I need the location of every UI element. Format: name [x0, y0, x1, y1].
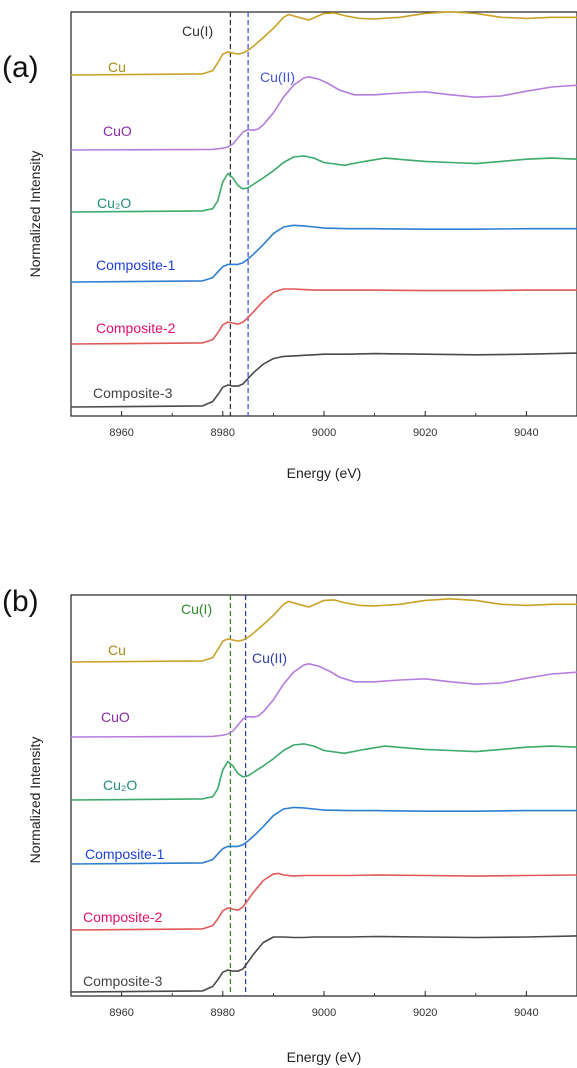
series-label: Composite-3	[83, 973, 163, 989]
series-line	[70, 872, 577, 931]
series-line	[70, 155, 577, 213]
reference-line-label: Cu(I)	[181, 601, 212, 617]
x-tick-label: 9040	[514, 1007, 538, 1019]
x-tick-label: 9020	[413, 1007, 437, 1019]
x-tick-label: 8960	[109, 427, 133, 439]
x-tick-label: 9000	[312, 1007, 336, 1019]
panel-b-plot-frame	[70, 594, 577, 997]
panel-a-plot-frame	[70, 11, 577, 417]
series-line	[70, 743, 577, 801]
reference-line-label: Cu(II)	[252, 650, 287, 666]
x-tick-label: 9040	[514, 427, 538, 439]
panel-a-y-axis-label: Normalized Intensity	[27, 151, 43, 278]
panel-b-x-axis-label: Energy (eV)	[287, 1049, 362, 1065]
series-line	[70, 224, 577, 283]
series-line	[70, 935, 577, 993]
series-label: Cu	[108, 59, 126, 75]
series-line	[70, 288, 577, 345]
x-tick-label: 8960	[109, 1007, 133, 1019]
panel-b-ticks: 8960 8980 9000 9020 9040	[70, 991, 577, 1019]
x-tick-label: 8980	[211, 1007, 235, 1019]
series-line	[70, 662, 577, 738]
panel-a-letter: (a)	[2, 51, 39, 84]
panel-a: (a) 8960 8980 9000 9020 9040 Cu(I)Cu(II) CuC…	[2, 11, 577, 481]
panel-b-letter: (b)	[2, 585, 39, 618]
panel-b-y-axis-label: Normalized Intensity	[27, 737, 43, 864]
series-label: Cu	[108, 642, 126, 658]
series-label: Composite-3	[93, 385, 173, 401]
x-tick-label: 8980	[211, 427, 235, 439]
series-label: Composite-2	[96, 320, 176, 336]
panel-b-reference-lines: Cu(I) Cu(II)	[181, 595, 287, 996]
x-tick-label: 9020	[413, 427, 437, 439]
series-label: Composite-2	[83, 909, 163, 925]
series-label: Cu₂O	[103, 777, 137, 793]
panel-a-x-axis-label: Energy (eV)	[287, 465, 362, 481]
panel-a-ticks: 8960 8980 9000 9020 9040	[70, 411, 577, 439]
x-tick-label: 9000	[312, 427, 336, 439]
series-label: Composite-1	[85, 846, 165, 862]
panel-a-series: Cu CuO Cu₂O Composite-1 Composite-2 Composite…	[70, 11, 577, 408]
reference-line-label: Cu(II)	[260, 69, 295, 85]
series-label: Cu₂O	[97, 195, 131, 211]
series-line	[70, 11, 577, 76]
series-line	[70, 352, 577, 408]
series-label: CuO	[101, 709, 130, 725]
series-label: Composite-1	[96, 257, 176, 273]
reference-line-label: Cu(I)	[182, 23, 213, 39]
series-label: CuO	[103, 123, 132, 139]
series-line	[70, 806, 577, 865]
series-line	[70, 597, 577, 663]
panel-b-series: Cu CuO Cu₂O Composite-1 Composite-2 Composite…	[70, 597, 577, 993]
panel-b: (b) 8960 8980 9000 9020 9040 Cu(I)Cu(II) CuC…	[2, 585, 577, 1065]
panel-a-reference-lines: Cu(I) Cu(II)	[182, 12, 295, 416]
series-line	[70, 76, 577, 151]
